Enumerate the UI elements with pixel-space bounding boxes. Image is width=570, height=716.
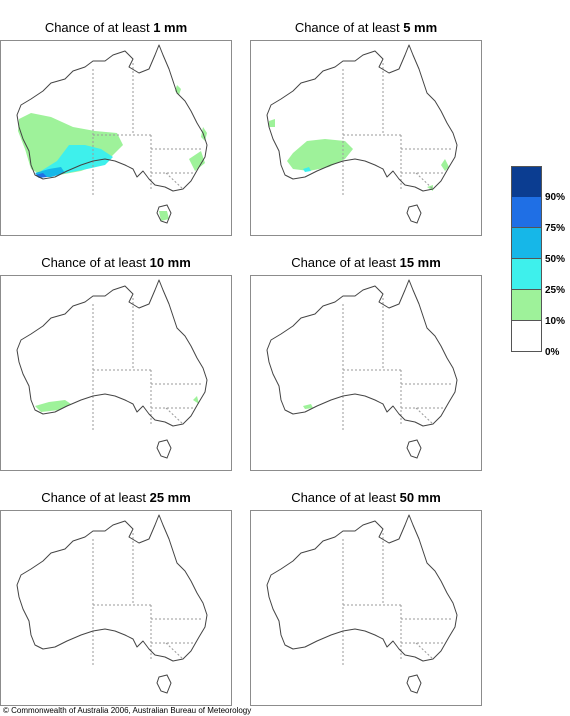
title-amount: 25 mm bbox=[149, 490, 191, 505]
rain-area-10-25 bbox=[303, 404, 313, 409]
title-prefix: Chance of at least bbox=[291, 490, 400, 505]
tasmania-outline bbox=[406, 439, 422, 459]
legend-swatch-0 bbox=[511, 321, 542, 352]
state-borders bbox=[342, 63, 451, 195]
panel-title: Chance of at least 10 mm bbox=[0, 255, 232, 271]
legend-label-0: 0% bbox=[545, 347, 560, 358]
tasmania-outline bbox=[156, 204, 172, 224]
legend-swatch-25 bbox=[511, 259, 542, 290]
title-prefix: Chance of at least bbox=[41, 255, 150, 270]
australia-map bbox=[0, 40, 232, 236]
legend-swatch-50 bbox=[511, 228, 542, 259]
title-amount: 5 mm bbox=[403, 20, 438, 35]
legend-swatch-90 bbox=[511, 166, 542, 198]
australia-coastline bbox=[16, 279, 208, 427]
australia-map bbox=[250, 510, 482, 706]
australia-map bbox=[0, 275, 232, 471]
panel-title: Chance of at least 1 mm bbox=[0, 20, 232, 36]
tasmania-outline bbox=[406, 674, 422, 694]
legend-label-10: 10% bbox=[545, 316, 566, 327]
title-prefix: Chance of at least bbox=[41, 490, 150, 505]
title-amount: 10 mm bbox=[149, 255, 191, 270]
panel-title: Chance of at least 15 mm bbox=[250, 255, 482, 271]
australia-coastline bbox=[266, 44, 458, 192]
tasmania-outline bbox=[156, 674, 172, 694]
title-prefix: Chance of at least bbox=[44, 20, 154, 35]
title-prefix: Chance of at least bbox=[291, 255, 400, 270]
copyright-notice: © Commonwealth of Australia 2006, Austra… bbox=[3, 706, 252, 715]
rain-area-10-25 bbox=[18, 85, 207, 221]
australia-coastline bbox=[266, 514, 458, 662]
legend-label-75: 75% bbox=[545, 223, 566, 234]
australia-coastline bbox=[266, 279, 458, 427]
panel-title: Chance of at least 5 mm bbox=[250, 20, 482, 36]
title-amount: 15 mm bbox=[399, 255, 441, 270]
legend-label-25: 25% bbox=[545, 285, 566, 296]
tasmania-outline bbox=[406, 204, 422, 224]
rain-area-10-25 bbox=[35, 396, 199, 412]
australia-map bbox=[250, 40, 482, 236]
australia-map bbox=[0, 510, 232, 706]
state-borders bbox=[342, 533, 451, 665]
title-amount: 50 mm bbox=[399, 490, 441, 505]
australia-map bbox=[250, 275, 482, 471]
panel-title: Chance of at least 50 mm bbox=[250, 490, 482, 506]
legend-label-90: 90% bbox=[545, 192, 566, 203]
australia-coastline bbox=[16, 44, 208, 192]
title-prefix: Chance of at least bbox=[294, 20, 404, 35]
rain-area-25-50 bbox=[303, 167, 311, 172]
rain-area-10-25 bbox=[269, 119, 449, 191]
state-borders bbox=[92, 298, 201, 430]
title-amount: 1 mm bbox=[153, 20, 188, 35]
state-borders bbox=[92, 63, 201, 195]
state-borders bbox=[92, 533, 201, 665]
state-borders bbox=[342, 298, 451, 430]
legend-swatch-75 bbox=[511, 197, 542, 228]
tasmania-outline bbox=[156, 439, 172, 459]
panel-title: Chance of at least 25 mm bbox=[0, 490, 232, 506]
legend-swatch-10 bbox=[511, 290, 542, 321]
australia-coastline bbox=[16, 514, 208, 662]
legend-label-50: 50% bbox=[545, 254, 566, 265]
